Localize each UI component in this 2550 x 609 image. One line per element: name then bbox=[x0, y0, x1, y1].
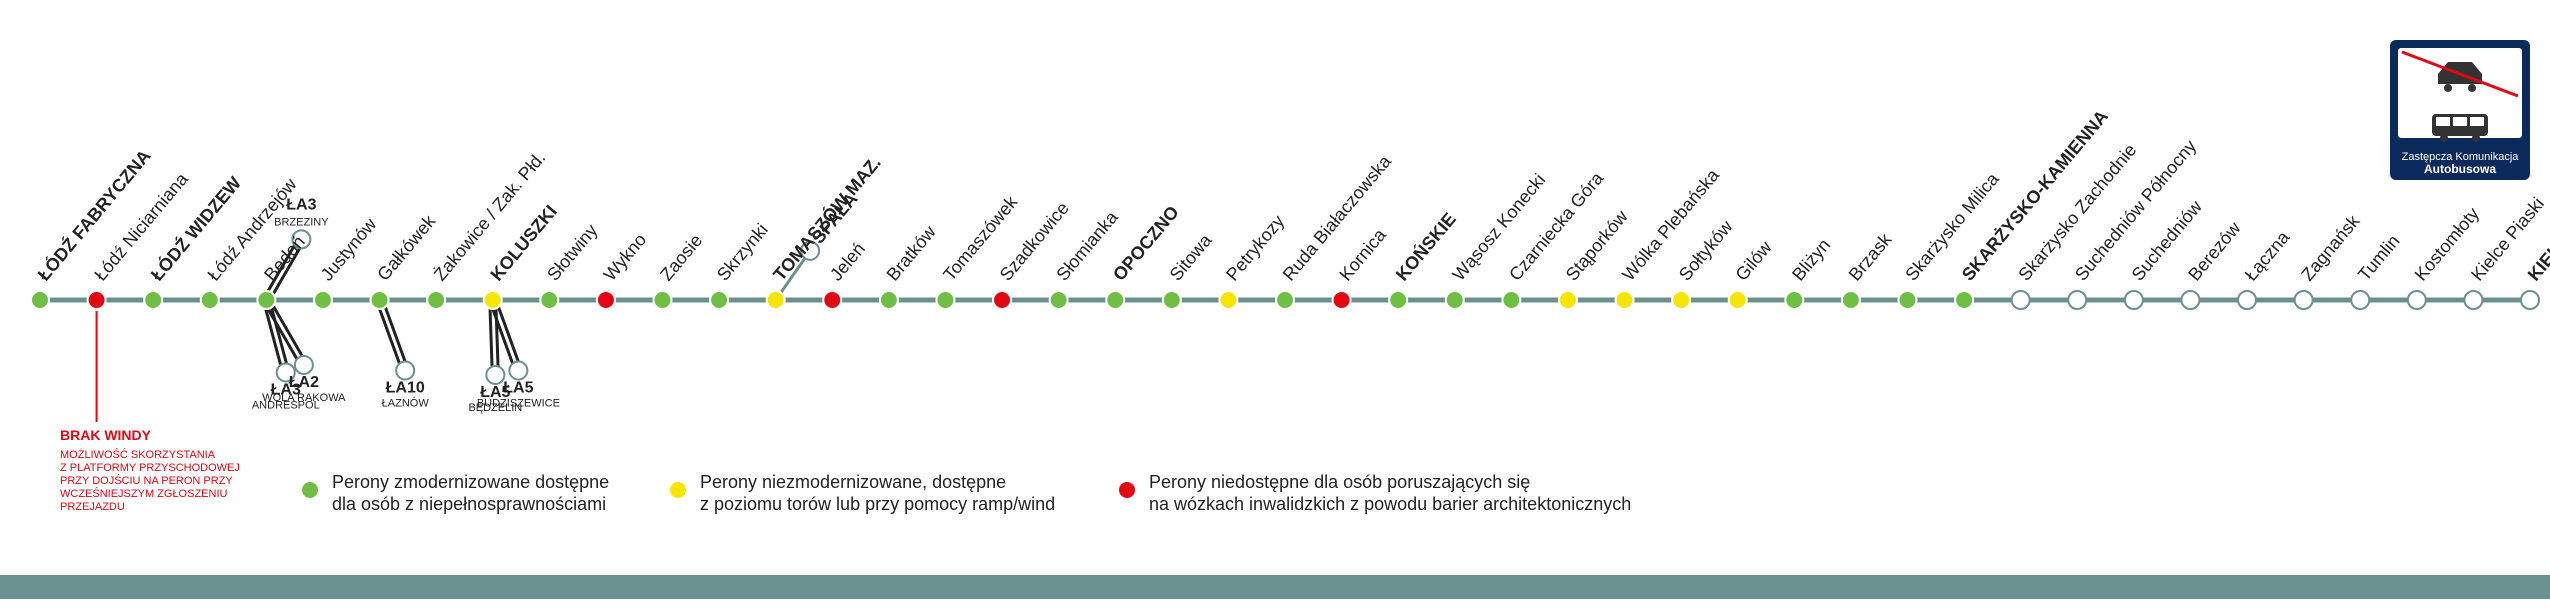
station-dot-icon bbox=[2295, 291, 2313, 309]
station-dot-icon bbox=[2125, 291, 2143, 309]
legend-dot-icon bbox=[669, 481, 687, 499]
legend-dot-icon bbox=[1118, 481, 1136, 499]
station-dot-icon bbox=[1333, 291, 1351, 309]
station-dot-icon bbox=[936, 291, 954, 309]
bottom-bar bbox=[0, 575, 2550, 599]
legend-text: Perony niedostępne dla osób poruszającyc… bbox=[1149, 472, 1530, 492]
station-dot-icon bbox=[1446, 291, 1464, 309]
station-dot-icon bbox=[1106, 291, 1124, 309]
station-dot-icon bbox=[2521, 291, 2539, 309]
station-dot-icon bbox=[2068, 291, 2086, 309]
station-dot-icon bbox=[2012, 291, 2030, 309]
station-dot-icon bbox=[1616, 291, 1634, 309]
legend-text: Perony zmodernizowane dostępne bbox=[332, 472, 609, 492]
station-dot-icon bbox=[371, 291, 389, 309]
bus-badge: Zastępcza KomunikacjaAutobusowa bbox=[2390, 40, 2530, 180]
station-dot-icon bbox=[597, 291, 615, 309]
legend-text: z poziomu torów lub przy pomocy ramp/win… bbox=[700, 494, 1055, 514]
badge-text: Autobusowa bbox=[2424, 162, 2496, 176]
station-dot-icon bbox=[710, 291, 728, 309]
station-dot-icon bbox=[2181, 291, 2199, 309]
station-dot-icon bbox=[767, 291, 785, 309]
legend-dot-icon bbox=[301, 481, 319, 499]
station-dot-icon bbox=[201, 291, 219, 309]
station-dot-icon bbox=[427, 291, 445, 309]
station-dot-icon bbox=[31, 291, 49, 309]
branch-code: ŁA2 bbox=[289, 374, 319, 391]
note-line: PRZEJAZDU bbox=[60, 501, 125, 513]
branch-end-icon bbox=[396, 361, 414, 379]
station-dot-icon bbox=[993, 291, 1011, 309]
station-dot-icon bbox=[484, 291, 502, 309]
branch-end-icon bbox=[509, 361, 527, 379]
station-dot-icon bbox=[257, 291, 275, 309]
station-dot-icon bbox=[2408, 291, 2426, 309]
station-dot-icon bbox=[880, 291, 898, 309]
station-dot-icon bbox=[2238, 291, 2256, 309]
station-dot-icon bbox=[1672, 291, 1690, 309]
station-dot-icon bbox=[314, 291, 332, 309]
branch-name: BRZEZINY bbox=[274, 216, 329, 228]
note-line: WCZEŚNIEJSZYM ZGŁOSZENIU bbox=[60, 487, 228, 500]
branch-name: WOLA RAKOWA bbox=[262, 392, 346, 404]
station-dot-icon bbox=[1955, 291, 1973, 309]
station-dot-icon bbox=[654, 291, 672, 309]
station-dot-icon bbox=[1389, 291, 1407, 309]
station-dot-icon bbox=[88, 291, 106, 309]
note-line: MOŻLIWOŚĆ SKORZYSTANIA bbox=[60, 448, 216, 461]
station-dot-icon bbox=[540, 291, 558, 309]
branch-code: ŁA10 bbox=[386, 379, 425, 396]
station-dot-icon bbox=[823, 291, 841, 309]
note-line: PRZY DOJŚCIU NA PERON PRZY bbox=[60, 474, 233, 487]
legend-text: dla osób z niepełnosprawnościami bbox=[332, 494, 606, 514]
station-dot-icon bbox=[1785, 291, 1803, 309]
station-dot-icon bbox=[1899, 291, 1917, 309]
branch-end-icon bbox=[486, 366, 504, 384]
branch-name: ŁAZNÓW bbox=[382, 396, 430, 409]
station-dot-icon bbox=[1502, 291, 1520, 309]
branch-name: BUDZISZEWICE bbox=[477, 397, 560, 409]
station-dot-icon bbox=[1842, 291, 1860, 309]
branch-end-icon bbox=[295, 356, 313, 374]
station-dot-icon bbox=[1219, 291, 1237, 309]
note-line: Z PLATFORMY PRZYSCHODOWEJ bbox=[60, 462, 240, 474]
legend-text: Perony niezmodernizowane, dostępne bbox=[700, 472, 1006, 492]
station-dot-icon bbox=[2464, 291, 2482, 309]
station-dot-icon bbox=[1276, 291, 1294, 309]
station-dot-icon bbox=[1163, 291, 1181, 309]
station-dot-icon bbox=[1050, 291, 1068, 309]
branch-code: ŁA3 bbox=[286, 196, 316, 213]
branch-code: ŁA5 bbox=[503, 379, 533, 396]
station-dot-icon bbox=[1559, 291, 1577, 309]
legend-text: na wózkach inwalidzkich z powodu barier … bbox=[1149, 494, 1631, 514]
station-dot-icon bbox=[144, 291, 162, 309]
note-title: BRAK WINDY bbox=[60, 427, 152, 443]
station-dot-icon bbox=[2351, 291, 2369, 309]
station-dot-icon bbox=[1729, 291, 1747, 309]
